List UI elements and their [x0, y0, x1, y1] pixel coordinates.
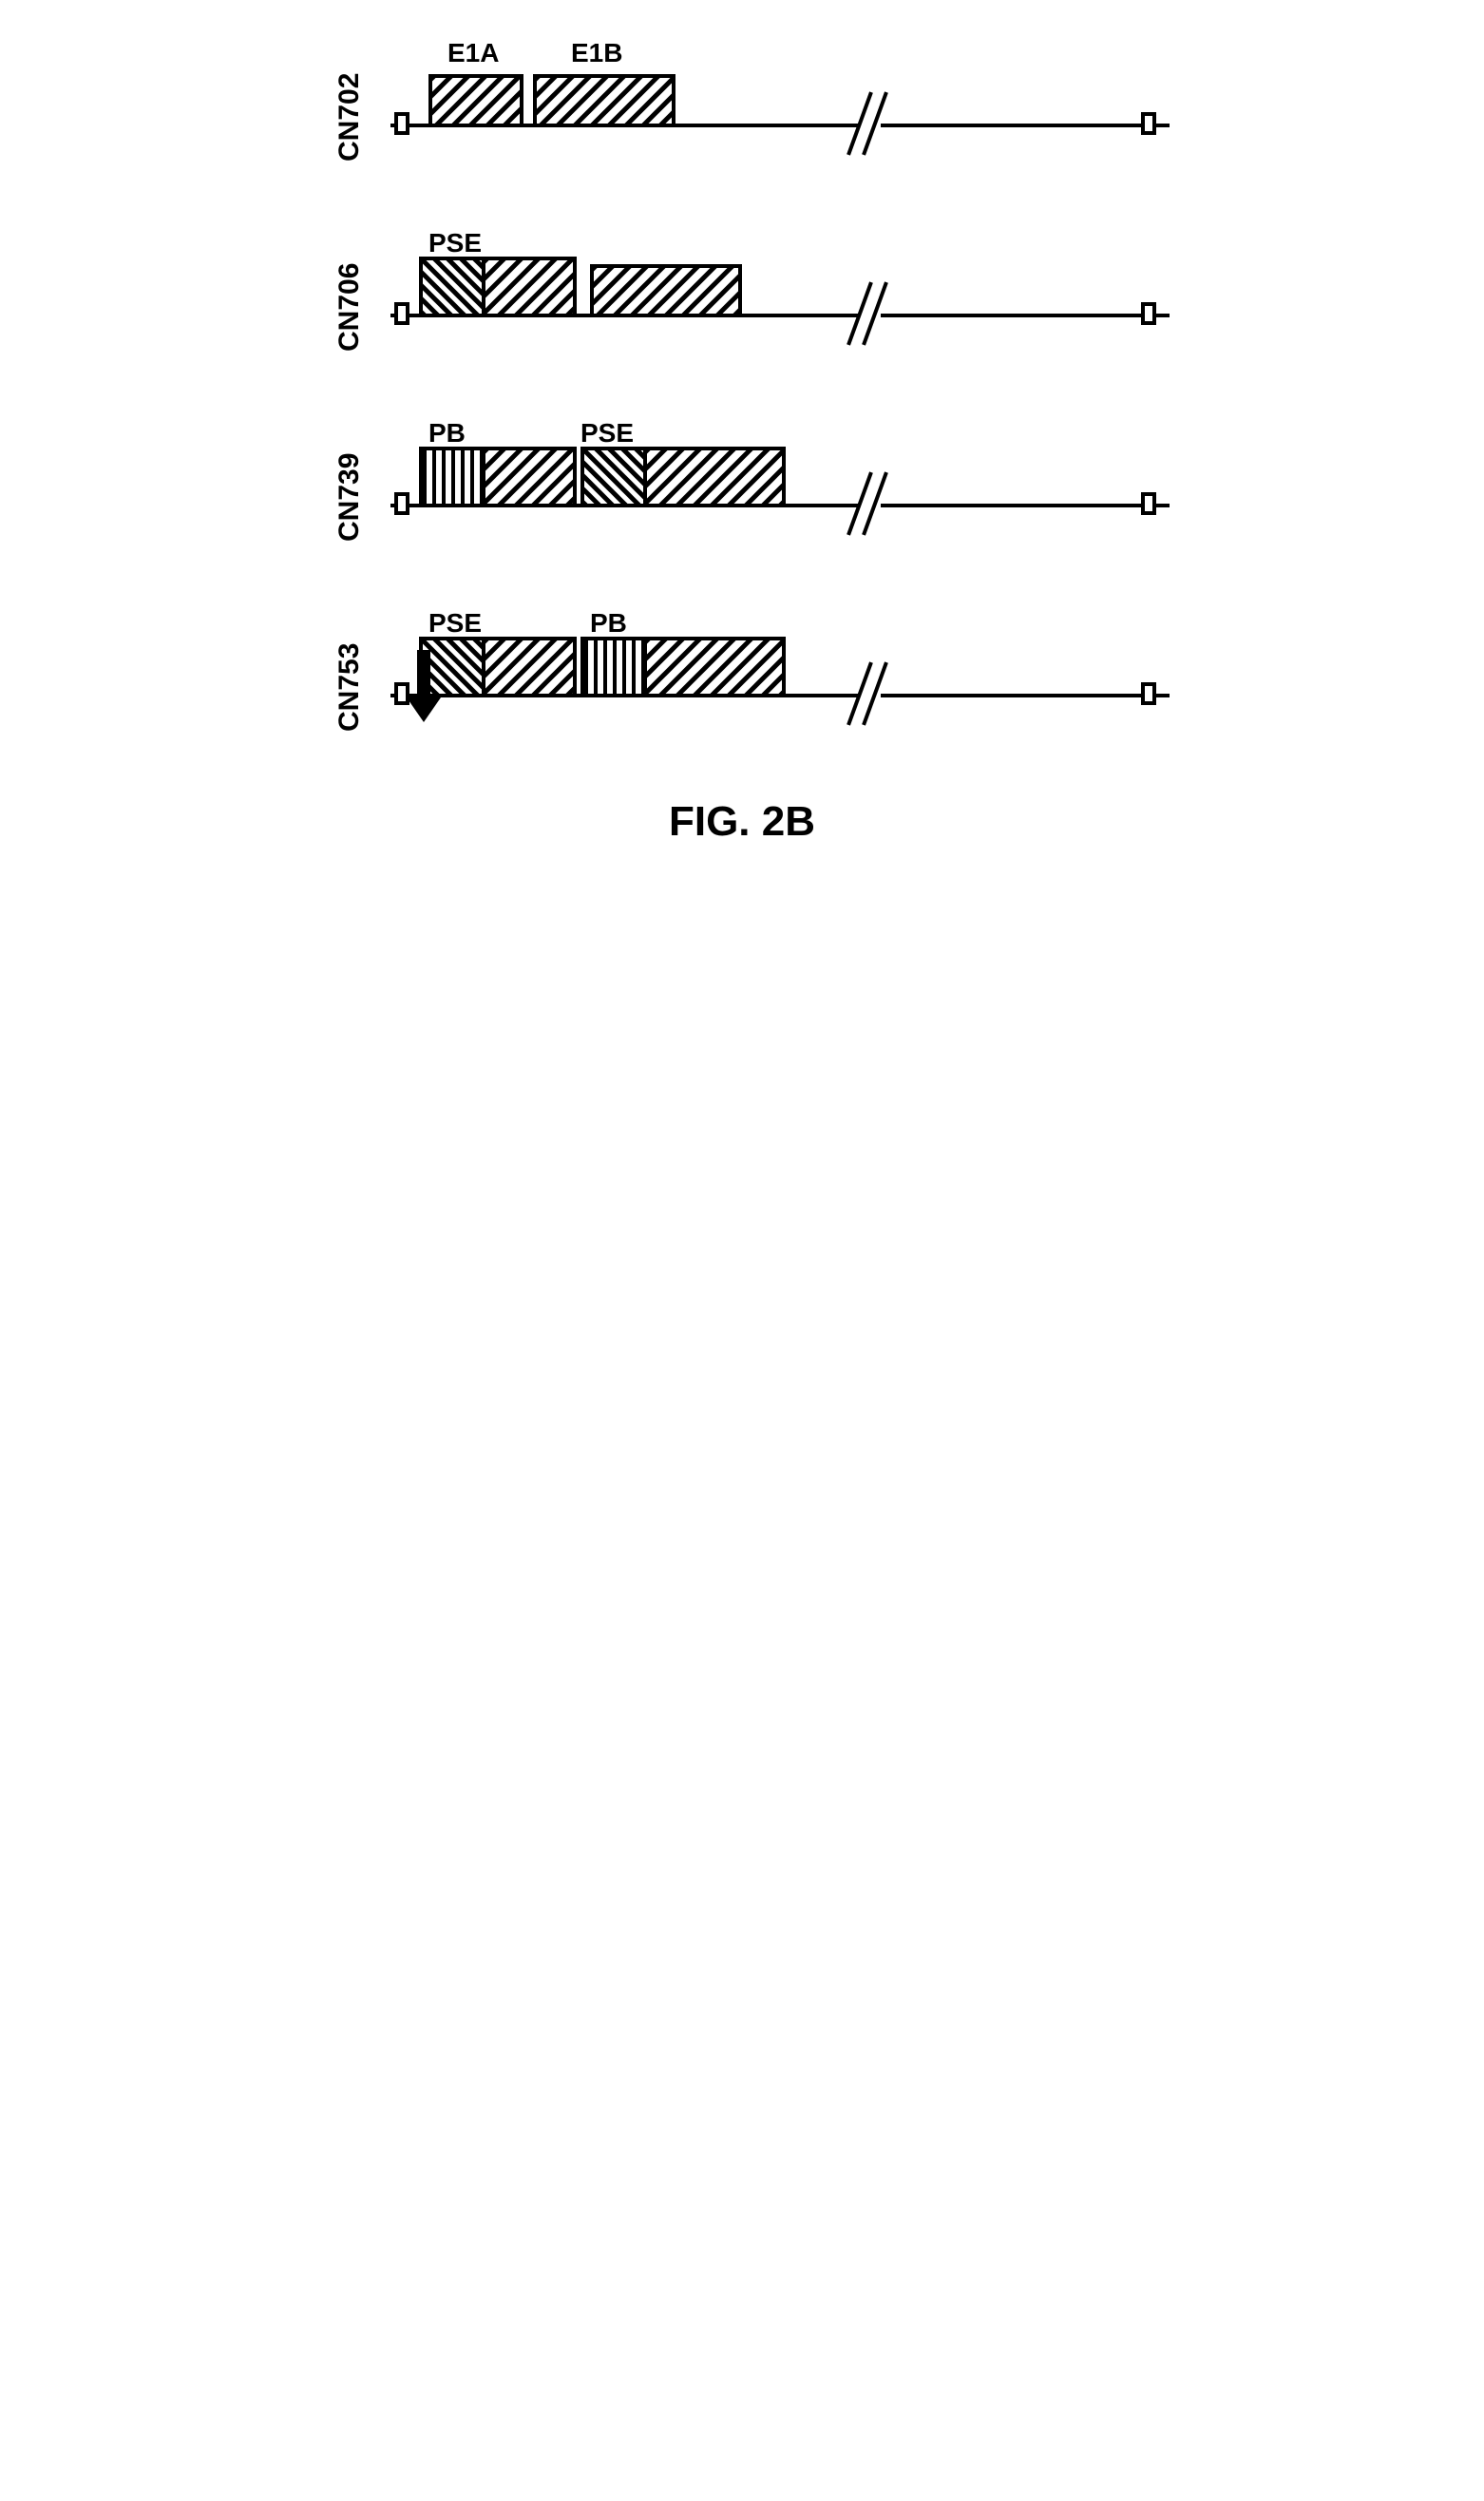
- segment-label-pse: PSE: [428, 608, 482, 639]
- construct-cn739: CN739 PB PSE: [314, 418, 1170, 551]
- figure-container: CN702 E1A E1B CN706 PSE CN739 PB PSE CN753 PSE PB: [314, 38, 1170, 741]
- segment-label-pb: PB: [428, 418, 466, 449]
- segment-label-e1a: E1A: [447, 38, 499, 68]
- segment-e1b: [533, 74, 675, 127]
- segment-label-pse: PSE: [580, 418, 634, 449]
- segment-gene-1: [482, 257, 577, 317]
- break-mark: [847, 470, 894, 537]
- construct-label: CN706: [333, 263, 366, 352]
- segment-e1a: [428, 74, 523, 127]
- itr-left: [394, 492, 409, 515]
- segment-gene-2: [590, 264, 742, 317]
- segment-gene-3: [643, 637, 786, 697]
- itr-left: [394, 302, 409, 325]
- figure-title: FIG. 2B: [38, 798, 1446, 846]
- construct-cn753: CN753 PSE PB: [314, 608, 1170, 741]
- itr-right: [1141, 682, 1156, 705]
- itr-right: [1141, 302, 1156, 325]
- itr-right: [1141, 492, 1156, 515]
- segment-pb: [580, 637, 647, 697]
- segment-label-e1b: E1B: [571, 38, 622, 68]
- arrow-stem: [417, 650, 430, 701]
- segment-pse: [419, 257, 485, 317]
- segment-label-pb: PB: [590, 608, 627, 639]
- segment-label-pse: PSE: [428, 228, 482, 258]
- segment-gene-1: [482, 637, 577, 697]
- segment-gene-1: [482, 447, 577, 507]
- itr-left: [394, 112, 409, 135]
- construct-label: CN753: [333, 643, 366, 732]
- arrow-head: [407, 697, 441, 722]
- segment-gene-3: [643, 447, 786, 507]
- segment-pse: [580, 447, 647, 507]
- itr-right: [1141, 112, 1156, 135]
- break-mark: [847, 660, 894, 727]
- break-mark: [847, 90, 894, 157]
- construct-label: CN702: [333, 73, 366, 162]
- construct-cn706: CN706 PSE: [314, 228, 1170, 361]
- segment-pb: [419, 447, 485, 507]
- construct-label: CN739: [333, 453, 366, 542]
- break-mark: [847, 280, 894, 347]
- construct-cn702: CN702 E1A E1B: [314, 38, 1170, 171]
